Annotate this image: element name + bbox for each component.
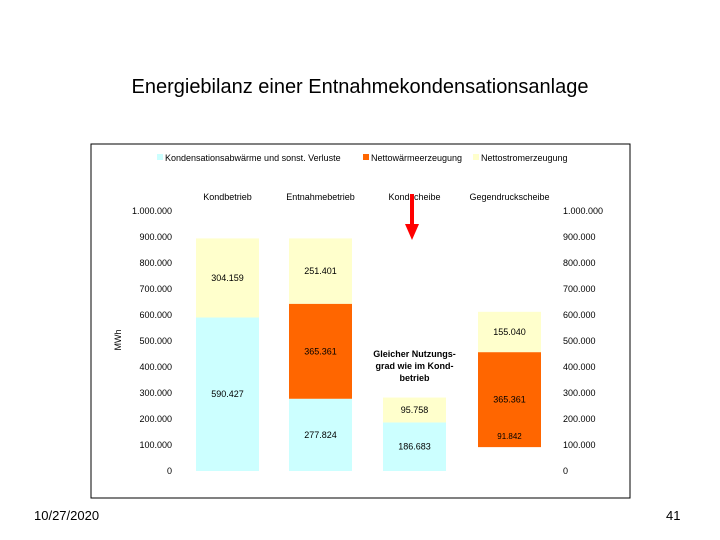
y-tick-label-right: 700.000: [563, 284, 596, 294]
y-tick-label-left: 300.000: [139, 388, 172, 398]
bar-segment: [478, 352, 541, 448]
category-label: Kondscheibe: [388, 192, 440, 202]
bar-segment: [478, 311, 541, 353]
y-tick-label-left: 900.000: [139, 232, 172, 242]
y-tick-label-right: 600.000: [563, 310, 596, 320]
category-label: Gegendruckscheibe: [469, 192, 549, 202]
category-labels: Kondbetrieb Entnahmebetrieb Kondscheibe Geg…: [203, 192, 549, 202]
bar-segment: [383, 422, 446, 471]
legend-entry: Nettostromerzeugung: [481, 153, 568, 163]
legend-swatch: [363, 154, 369, 160]
bar-segment: [289, 238, 352, 304]
annotation-line: grad wie im Kond-: [375, 361, 453, 371]
legend-entry: Nettowärmeerzeugung: [371, 153, 462, 163]
annotation: Gleicher Nutzungs-grad wie im Kond-betri…: [373, 349, 456, 383]
footer-date: 10/27/2020: [34, 508, 100, 523]
page-number: 41: [666, 508, 681, 523]
slide-title: Energiebilanz einer Entnahmekondensation…: [131, 76, 589, 98]
data-label: 251.401: [304, 266, 337, 276]
y-tick-label-left: 700.000: [139, 284, 172, 294]
y-tick-label-left: 400.000: [139, 362, 172, 372]
y-tick-label-left: 100.000: [139, 440, 172, 450]
bar-segment: [196, 238, 259, 318]
y-tick-label-right: 100.000: [563, 440, 596, 450]
y-tick-label-right: 1.000.000: [563, 206, 603, 216]
category-label: Entnahmebetrieb: [286, 192, 355, 202]
chart-legend: Kondensationsabwärme und sonst. Verluste…: [157, 153, 568, 163]
y-axis-label: MWh: [113, 330, 123, 351]
y-tick-label-right: 900.000: [563, 232, 596, 242]
y-tick-label-right: 500.000: [563, 336, 596, 346]
data-labels: 590.427 304.159 277.824 365.361 251.401 186.6…: [211, 266, 526, 452]
y-tick-label-left: 600.000: [139, 310, 172, 320]
data-label: 365.361: [493, 395, 526, 405]
data-label: 155.040: [493, 327, 526, 337]
y-tick-label-right: 400.000: [563, 362, 596, 372]
arrow-icon: [405, 194, 419, 240]
legend-swatch: [473, 154, 479, 160]
annotation-line: betrieb: [399, 373, 430, 383]
y-tick-label-right: 0: [563, 466, 568, 476]
y-tick-label-left: 800.000: [139, 258, 172, 268]
y-tick-label-right: 200.000: [563, 414, 596, 424]
data-label: 590.427: [211, 389, 244, 399]
y-axis-left: 0 100.000 200.000 300.000 400.000 500.000 600.…: [132, 206, 172, 476]
bars: [196, 238, 541, 471]
y-tick-label-left: 500.000: [139, 336, 172, 346]
y-axis-right: 0 100.000 200.000 300.000 400.000 500.000 600.…: [563, 206, 603, 476]
bar-segment: [196, 317, 259, 471]
data-label: 304.159: [211, 273, 244, 283]
bar-segment: [289, 398, 352, 471]
category-label: Kondbetrieb: [203, 192, 252, 202]
bar-segment: [289, 303, 352, 399]
data-label: 277.824: [304, 430, 337, 440]
y-tick-label-left: 200.000: [139, 414, 172, 424]
y-tick-label-left: 1.000.000: [132, 206, 172, 216]
data-label: 365.361: [304, 346, 337, 356]
bar-segment: [383, 397, 446, 423]
data-label: 186.683: [398, 442, 431, 452]
annotation-line: Gleicher Nutzungs-: [373, 349, 456, 359]
legend-entry: Kondensationsabwärme und sonst. Verluste: [165, 153, 341, 163]
data-label: 95.758: [401, 405, 429, 415]
y-tick-label-right: 300.000: [563, 388, 596, 398]
data-label: 91.842: [497, 432, 522, 441]
legend-swatch: [157, 154, 163, 160]
y-tick-label-left: 0: [167, 466, 172, 476]
y-tick-label-right: 800.000: [563, 258, 596, 268]
